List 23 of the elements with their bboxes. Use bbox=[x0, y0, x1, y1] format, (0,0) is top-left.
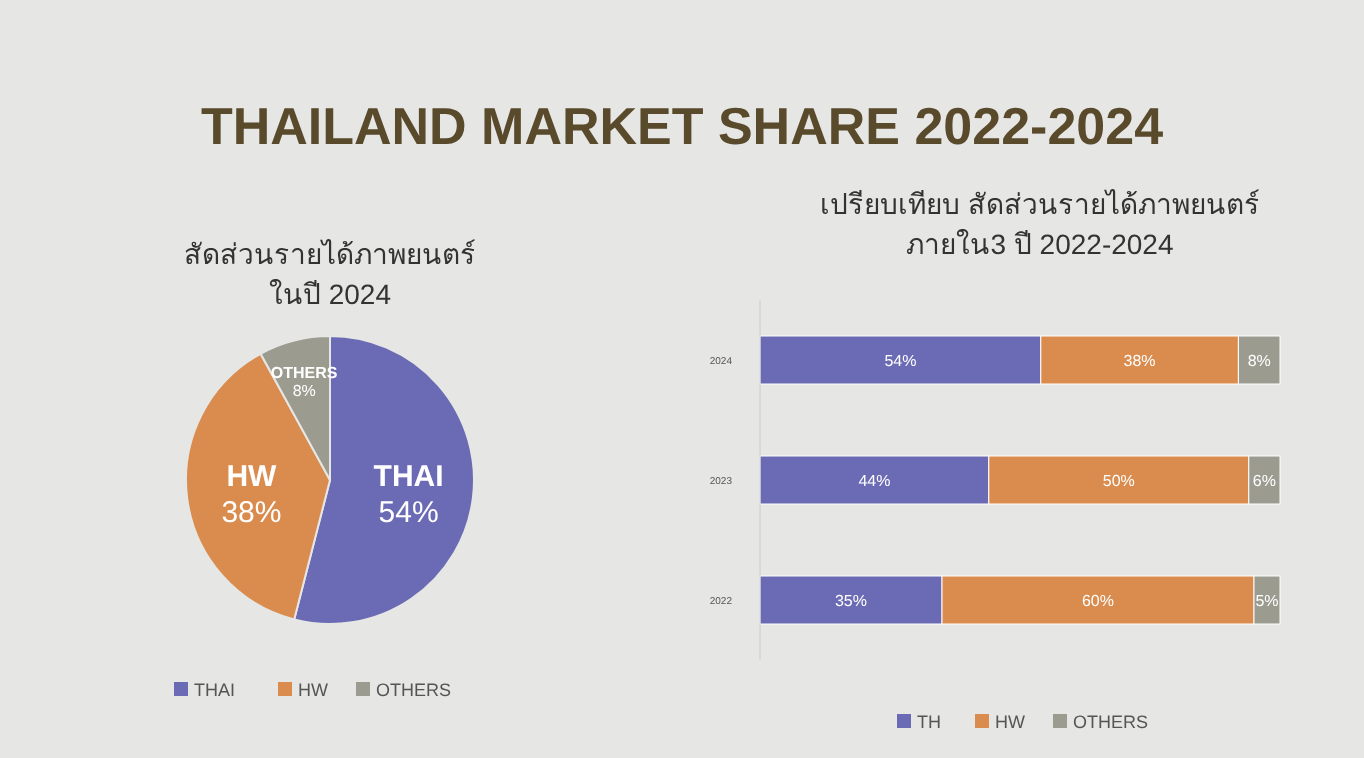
data-label: 6% bbox=[1252, 472, 1276, 490]
text: THAILAND MARKET SHARE 2022-2024 bbox=[200, 96, 1165, 156]
legend-label: THAI bbox=[194, 680, 236, 700]
legend-label: HW bbox=[298, 680, 329, 700]
data-label: 54% bbox=[378, 495, 439, 530]
data-label: 44% bbox=[858, 472, 891, 490]
slice-label: THAI bbox=[373, 459, 444, 494]
chart-title: เปรียบเทียบ สัดส่วนรายได้ภาพยนตร์ ภายใน3 ปี 2022-2024 bbox=[820, 188, 1260, 260]
data-label: 38% bbox=[221, 495, 282, 530]
legend-label: OTHERS bbox=[376, 680, 452, 700]
data-label: 35% bbox=[834, 592, 868, 610]
data-label: 8% bbox=[292, 381, 316, 400]
data-label: 8% bbox=[1247, 352, 1271, 370]
data-label: 50% bbox=[1102, 472, 1135, 490]
slice-label: HW bbox=[226, 459, 279, 494]
legend-label: HW bbox=[995, 712, 1026, 732]
data-label: 38% bbox=[1123, 352, 1156, 370]
chart-title: สัดส่วนรายได้ภาพยนตร์ ในปี 2024 bbox=[184, 238, 476, 310]
legend-label: OTHERS bbox=[1073, 712, 1149, 732]
data-label: 54% bbox=[884, 352, 917, 370]
data-label: 5% bbox=[1255, 592, 1279, 610]
legend-label: TH bbox=[917, 712, 941, 732]
data-label: 60% bbox=[1081, 592, 1115, 610]
